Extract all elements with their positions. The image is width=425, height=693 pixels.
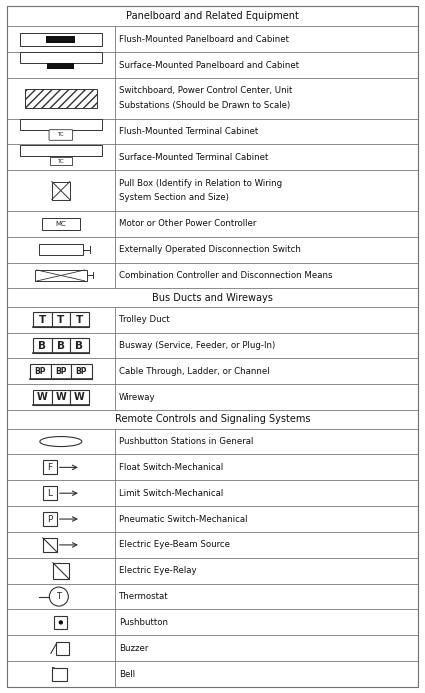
Text: BP: BP <box>55 367 67 376</box>
Text: MC: MC <box>56 221 66 227</box>
Text: W: W <box>56 392 66 402</box>
Bar <box>52 182 70 200</box>
Bar <box>20 33 102 46</box>
Text: Busway (Service, Feeder, or Plug-In): Busway (Service, Feeder, or Plug-In) <box>119 341 275 350</box>
Text: Trolley Duct: Trolley Duct <box>119 315 170 324</box>
Text: Remote Controls and Signaling Systems: Remote Controls and Signaling Systems <box>115 414 310 424</box>
Bar <box>39 244 83 255</box>
Bar <box>33 312 51 328</box>
Text: B: B <box>38 340 46 351</box>
Bar <box>51 389 70 405</box>
Bar <box>53 563 69 579</box>
Text: Electric Eye-Beam Source: Electric Eye-Beam Source <box>119 541 230 550</box>
Text: TC: TC <box>57 132 64 137</box>
Text: Float Switch-Mechanical: Float Switch-Mechanical <box>119 463 223 472</box>
Text: T: T <box>76 315 83 325</box>
Text: B: B <box>75 340 83 351</box>
Text: Combination Controller and Disconnection Means: Combination Controller and Disconnection… <box>119 271 332 280</box>
Text: Motor or Other Power Controller: Motor or Other Power Controller <box>119 219 256 228</box>
Bar <box>51 337 70 353</box>
Text: Panelboard and Related Equipment: Panelboard and Related Equipment <box>126 11 299 21</box>
Bar <box>43 486 57 500</box>
Bar <box>42 218 80 230</box>
Text: TC: TC <box>57 159 64 164</box>
Bar <box>47 63 74 69</box>
Circle shape <box>49 587 68 606</box>
Bar <box>20 119 102 130</box>
Text: Flush-Mounted Terminal Cabinet: Flush-Mounted Terminal Cabinet <box>119 127 258 136</box>
Text: T: T <box>39 315 46 325</box>
FancyBboxPatch shape <box>49 130 73 140</box>
Bar <box>35 270 87 281</box>
Bar <box>20 52 102 63</box>
Text: Pushbutton: Pushbutton <box>119 618 168 627</box>
Text: Limit Switch-Mechanical: Limit Switch-Mechanical <box>119 489 223 498</box>
Text: Cable Through, Ladder, or Channel: Cable Through, Ladder, or Channel <box>119 367 269 376</box>
Text: Pneumatic Switch-Mechanical: Pneumatic Switch-Mechanical <box>119 515 247 523</box>
Text: Electric Eye-Relay: Electric Eye-Relay <box>119 566 196 575</box>
Bar <box>52 667 67 681</box>
Text: Switchboard, Power Control Center, Unit: Switchboard, Power Control Center, Unit <box>119 87 292 96</box>
Text: Thermostat: Thermostat <box>119 592 168 601</box>
Bar <box>43 512 57 526</box>
Text: Buzzer: Buzzer <box>119 644 148 653</box>
Text: BP: BP <box>34 367 46 376</box>
Text: P: P <box>47 515 53 523</box>
Text: Bus Ducts and Wireways: Bus Ducts and Wireways <box>152 292 273 303</box>
Text: Flush-Mounted Panelboard and Cabinet: Flush-Mounted Panelboard and Cabinet <box>119 35 289 44</box>
Ellipse shape <box>40 437 82 446</box>
Bar <box>70 312 88 328</box>
Circle shape <box>59 620 63 624</box>
Bar <box>25 89 97 108</box>
Text: Surface-Mounted Terminal Cabinet: Surface-Mounted Terminal Cabinet <box>119 153 268 162</box>
Text: F: F <box>47 463 52 472</box>
Text: T: T <box>57 592 61 601</box>
Bar <box>43 538 57 552</box>
Text: W: W <box>37 392 48 402</box>
Bar <box>30 364 51 379</box>
Bar <box>57 642 69 655</box>
Text: Surface-Mounted Panelboard and Cabinet: Surface-Mounted Panelboard and Cabinet <box>119 60 299 69</box>
Bar <box>54 616 67 629</box>
Text: System Section and Size): System Section and Size) <box>119 193 229 202</box>
Text: B: B <box>57 340 65 351</box>
Text: Pull Box (Identify in Relation to Wiring: Pull Box (Identify in Relation to Wiring <box>119 179 282 188</box>
Text: Bell: Bell <box>119 669 135 678</box>
Bar <box>70 337 88 353</box>
Text: W: W <box>74 392 85 402</box>
Bar <box>33 337 51 353</box>
Bar <box>46 35 75 43</box>
Text: T: T <box>57 315 65 325</box>
Bar <box>20 146 102 157</box>
Bar <box>33 389 51 405</box>
Text: L: L <box>47 489 52 498</box>
Text: BP: BP <box>76 367 87 376</box>
Bar <box>70 389 88 405</box>
Bar <box>51 364 71 379</box>
Text: Wireway: Wireway <box>119 393 155 402</box>
Bar <box>71 364 92 379</box>
Text: Externally Operated Disconnection Switch: Externally Operated Disconnection Switch <box>119 245 300 254</box>
Bar <box>51 312 70 328</box>
Text: Substations (Should be Drawn to Scale): Substations (Should be Drawn to Scale) <box>119 101 290 110</box>
Bar <box>50 157 72 166</box>
Text: Pushbutton Stations in General: Pushbutton Stations in General <box>119 437 253 446</box>
Bar <box>43 460 57 475</box>
